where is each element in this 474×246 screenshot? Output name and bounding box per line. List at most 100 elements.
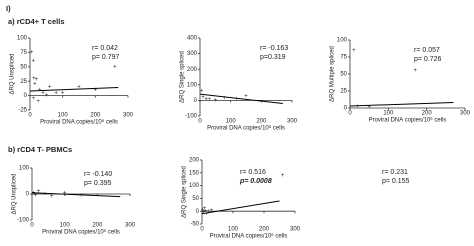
x-tick-label: 0 [28,113,32,119]
y-axis-label: ΔRQ Unspliced [12,173,18,214]
annotation: p= 0.797 [92,54,120,61]
y-tick-label: 200 [189,158,200,164]
annotation: r= 0.057 [414,47,440,54]
point: + [206,209,210,215]
y-tick-label: 400 [187,36,198,42]
point: + [50,194,54,200]
annotation: r= -0.140 [84,171,112,178]
y-tick-label: 0 [344,106,348,112]
annotation: p= 0.155 [382,178,410,185]
x-tick-label: 300 [290,227,301,233]
point: + [35,77,39,83]
x-tick-label: 0 [198,119,202,125]
point: + [34,193,38,199]
x-axis-label: Proviral DNA copies/10⁶ cells [210,233,288,240]
y-tick-label: -100 [17,218,30,224]
x-axis-label: Proviral DNA copies/10⁶ cells [42,229,120,236]
y-tick-label: 25 [340,89,347,95]
point: + [235,96,239,102]
y-tick-label: 0 [196,209,200,215]
y-tick-label: 100 [189,183,200,189]
annotation: p=0.319 [260,54,286,61]
point: + [210,208,214,214]
point: + [32,59,36,65]
section-label: a) rCD4+ T cells [8,17,64,26]
point: + [48,85,52,91]
y-tick-label: 100 [17,36,28,42]
point: + [94,87,98,93]
annotation: r= -0.163 [260,45,288,52]
point: + [413,68,417,74]
x-tick-label: 300 [287,119,298,125]
y-tick-label: 75 [340,55,347,61]
annotation: p= 0.726 [414,56,442,63]
x-tick-label: 200 [422,111,433,117]
point: + [244,93,248,99]
figure-label: I) [6,4,11,13]
y-tick-label: -50 [190,222,199,228]
x-tick-label: 200 [92,223,103,229]
x-tick-label: 0 [30,223,34,229]
y-tick-label: 0 [24,93,28,99]
fit-line [29,87,119,92]
point: + [201,207,205,213]
point: + [43,192,47,198]
x-axis-label: Proviral DNA copies/10⁶ cells [40,119,118,126]
point: + [54,90,58,96]
y-tick-label: 25 [20,79,27,85]
y-axis-label: ΔRQ Unspliced [10,53,16,94]
annotation: p= 0.395 [84,180,112,187]
y-tick-label: 150 [189,170,200,176]
annotation: r= 0.231 [382,169,408,176]
point: + [45,93,49,99]
fit-line [31,192,121,198]
y-tick-label: 50 [20,64,27,70]
y-tick-label: 100 [19,166,30,172]
fit-line [201,200,280,215]
point: + [30,50,34,56]
point: + [63,190,67,196]
point: + [214,98,218,104]
x-tick-label: 0 [200,227,204,233]
point: + [32,96,36,102]
y-tick-label: -25 [18,108,27,114]
fit-line [349,102,454,107]
y-tick-label: 75 [20,50,27,56]
y-tick-label: 0 [194,98,198,104]
x-tick-label: 0 [348,111,352,117]
x-tick-label: 300 [125,223,136,229]
fit-line [199,93,283,105]
point: + [367,105,371,111]
annotation: r= 0.042 [92,45,118,52]
point: + [207,97,211,103]
point: + [203,206,207,212]
x-tick-label: 100 [60,223,71,229]
y-tick-label: 50 [192,196,199,202]
x-tick-label: 100 [58,113,69,119]
point: + [77,85,81,91]
y-axis-label: ΔRQ Multiple spliced [330,46,336,102]
point: + [223,96,227,102]
point: + [281,173,285,179]
y-tick-label: 50 [340,72,347,78]
point: + [41,90,45,96]
y-tick-label: 200 [187,67,198,73]
section-label: b) rCD4 T- PBMCs [8,145,72,154]
point: + [33,82,37,88]
point: + [356,104,360,110]
y-tick-label: 100 [187,82,198,88]
y-tick-label: -100 [185,114,198,120]
point: + [352,48,356,54]
point: + [205,211,209,217]
point: + [36,99,40,105]
y-tick-label: 0 [26,192,30,198]
y-tick-label: 100 [337,38,348,44]
x-tick-label: 100 [228,227,239,233]
point: + [61,90,65,96]
point: + [37,189,41,195]
y-axis-label: ΔRQ Single spliced [180,51,186,103]
x-tick-label: 200 [259,227,270,233]
point: + [201,95,205,101]
x-tick-label: 100 [383,111,394,117]
